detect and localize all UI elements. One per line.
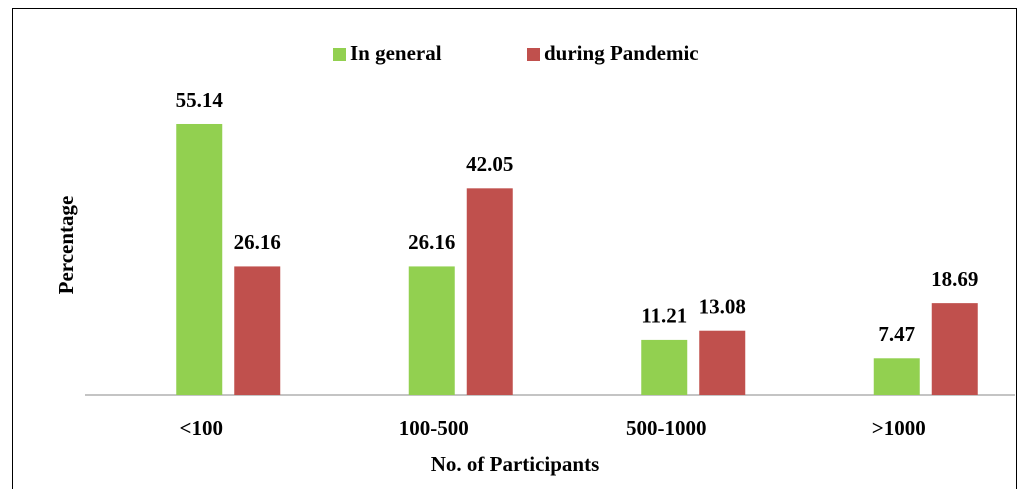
value-label: 18.69 <box>931 267 978 291</box>
x-tick-label: 100-500 <box>399 416 469 440</box>
legend-swatch <box>527 48 540 61</box>
value-label: 11.21 <box>641 304 687 328</box>
frame <box>12 8 1017 489</box>
y-axis-label: Percentage <box>54 196 78 295</box>
x-tick-label: <100 <box>180 416 223 440</box>
value-label: 26.16 <box>234 230 281 254</box>
x-tick-label: >1000 <box>872 416 926 440</box>
bar <box>931 303 978 395</box>
value-label: 7.47 <box>878 322 915 346</box>
bar <box>408 266 455 395</box>
bar <box>234 266 281 395</box>
x-axis-label: No. of Participants <box>431 452 600 476</box>
x-tick-label: 500-1000 <box>626 416 707 440</box>
bar <box>873 358 920 395</box>
bar <box>641 339 688 395</box>
value-label: 42.05 <box>466 152 513 176</box>
legend-label: In general <box>350 41 442 65</box>
value-label: 26.16 <box>408 230 455 254</box>
value-label: 13.08 <box>699 295 746 319</box>
bar <box>699 330 746 395</box>
bar <box>466 188 513 395</box>
value-label: 55.14 <box>176 88 224 112</box>
bar <box>176 123 223 395</box>
legend-label: during Pandemic <box>544 41 699 65</box>
legend-swatch <box>333 48 346 61</box>
